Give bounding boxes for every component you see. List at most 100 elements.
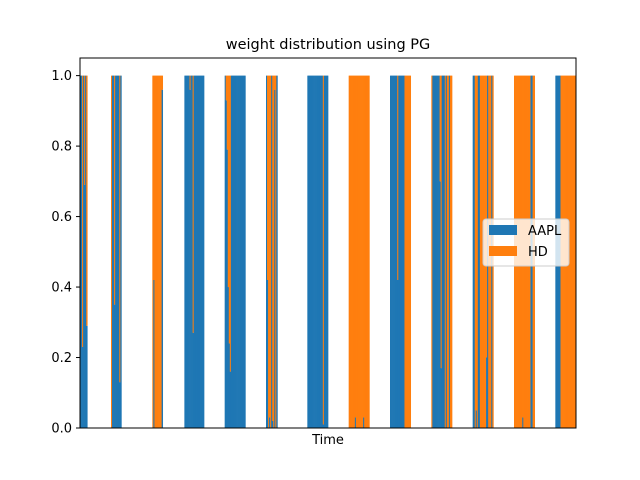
bar-aapl [445, 75, 448, 429]
bar-hd [356, 75, 359, 429]
bar-hd [365, 75, 367, 429]
bar-hd [82, 75, 84, 347]
bar-aapl [119, 382, 121, 428]
bar-aapl [117, 75, 119, 429]
bar-hd [84, 75, 86, 185]
bar-hd [363, 75, 365, 418]
bar-hd [192, 75, 195, 333]
bar-aapl [225, 100, 228, 428]
bar-hd [450, 75, 453, 429]
bar-hd [273, 75, 275, 429]
bar-hd [272, 75, 274, 421]
bar-aapl [276, 75, 278, 429]
bar-hd [366, 75, 368, 429]
bar-hd [354, 75, 357, 418]
bar-aapl [394, 75, 396, 429]
bar-hd [440, 75, 443, 369]
bar-aapl [310, 75, 312, 429]
bar-aapl [443, 75, 446, 429]
bar-hd [571, 75, 574, 429]
bar-hd [475, 75, 478, 411]
bar-aapl [307, 75, 309, 429]
bar-aapl [201, 75, 204, 429]
bar-aapl [120, 75, 122, 429]
bar-hd [225, 75, 228, 101]
bar-hd [367, 75, 369, 429]
bar-hd [404, 75, 406, 429]
bar-aapl [116, 75, 118, 429]
bar-aapl [185, 75, 187, 429]
bar-aapl [274, 89, 276, 429]
bar-aapl [448, 75, 451, 429]
bar-hd [86, 75, 88, 326]
bar-aapl [224, 75, 227, 429]
bar-hd [447, 75, 450, 429]
bar-hd [267, 75, 269, 281]
bar-aapl [433, 75, 435, 429]
bar-hd [161, 75, 164, 90]
y-tick-label: 0.6 [51, 210, 72, 225]
chart-title: weight distribution using PG [226, 37, 431, 53]
bar-aapl [315, 75, 317, 429]
legend: AAPL HD [482, 218, 570, 267]
bar-aapl [153, 280, 155, 428]
bar-aapl [266, 75, 268, 429]
bar-aapl [86, 325, 88, 428]
bar-aapl [235, 75, 237, 429]
bar-hd [111, 75, 113, 429]
bar-hd [357, 75, 360, 429]
bar-aapl [230, 75, 233, 429]
bar-aapl [477, 75, 480, 429]
bar-aapl [441, 75, 444, 429]
bar-aapl [363, 417, 365, 428]
bar-aapl [239, 75, 241, 429]
bar-aapl [112, 75, 114, 429]
bar-aapl [323, 75, 326, 429]
bar-hd [268, 75, 270, 429]
bar-aapl [326, 75, 329, 429]
bar-aapl [184, 75, 186, 429]
bar-aapl [84, 184, 86, 428]
bar-hd [359, 75, 361, 429]
bar-aapl [437, 75, 439, 429]
legend-label-aapl: AAPL [528, 224, 562, 239]
bar-aapl [189, 89, 191, 429]
bar-aapl [403, 75, 405, 429]
bar-aapl [473, 75, 476, 429]
bar-aapl [236, 75, 238, 429]
bar-aapl [436, 75, 438, 429]
bar-aapl [190, 75, 192, 429]
y-tick-label: 0.8 [51, 140, 72, 155]
bar-hd [479, 75, 482, 429]
bar-hd [269, 75, 271, 418]
bar-hd [572, 75, 575, 429]
bar-aapl [475, 410, 478, 428]
bar-aapl [242, 75, 244, 429]
bar-aapl [231, 75, 234, 429]
bar-aapl [308, 75, 310, 429]
bar-aapl [187, 75, 189, 429]
bar-aapl [313, 75, 315, 429]
bar-hd [119, 75, 121, 383]
bar-aapl [324, 75, 327, 429]
bar-aapl [398, 75, 400, 429]
bar-hd [153, 75, 155, 281]
bar-hd [444, 75, 447, 429]
bar-hd [362, 75, 364, 429]
bar-hd [159, 75, 161, 429]
bar-hd [322, 75, 325, 425]
bar-hd [157, 75, 159, 429]
bar-aapl [244, 75, 246, 429]
bar-hd [360, 75, 362, 429]
bar-aapl [193, 75, 196, 429]
y-tick-label: 0.2 [51, 351, 72, 366]
bar-aapl [320, 75, 323, 429]
y-tick-label: 1.0 [51, 69, 72, 84]
bar-aapl [319, 75, 322, 429]
bar-aapl [238, 75, 240, 429]
bar-aapl [114, 304, 116, 428]
bar-aapl [198, 75, 201, 429]
bar-aapl [243, 75, 245, 429]
bar-aapl [439, 181, 441, 428]
bar-aapl [228, 343, 231, 428]
